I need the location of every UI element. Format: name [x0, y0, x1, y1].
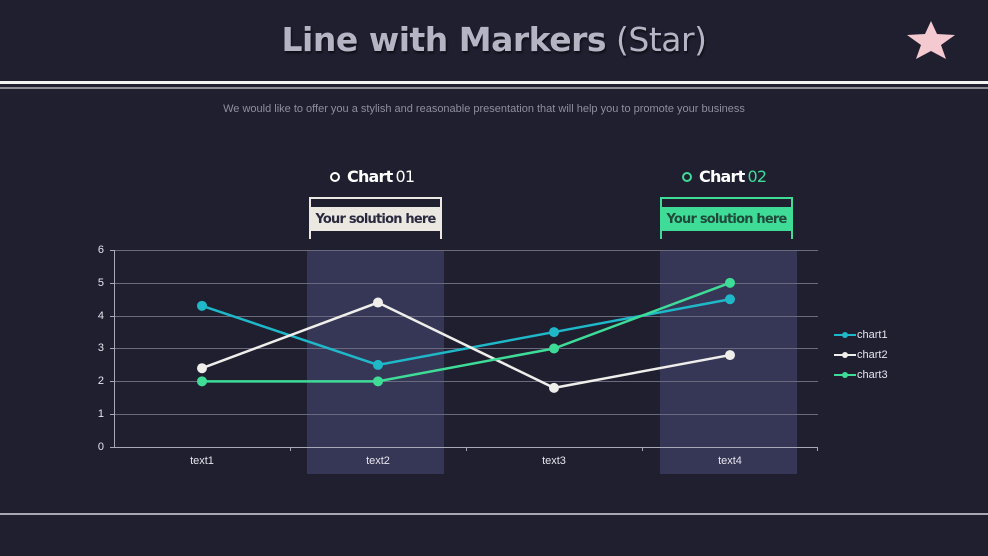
- chart02-bracket: Your solution here: [660, 197, 793, 239]
- chart01-bracket: Your solution here: [309, 197, 442, 239]
- legend-label: chart3: [857, 369, 888, 381]
- header-divider-bottom: [0, 87, 988, 89]
- data-point-marker: [197, 363, 207, 374]
- chart02-label: Chart: [699, 167, 745, 186]
- chart02-solution-box: Your solution here: [662, 207, 791, 231]
- chart01-heading: Chart 01: [330, 167, 415, 186]
- data-point-marker: [549, 343, 559, 354]
- highlight-band-text4: [660, 251, 797, 474]
- data-point-marker: [197, 376, 207, 387]
- title-light: (Star): [616, 20, 707, 59]
- title-bold: Line with Markers: [281, 20, 607, 59]
- series-chart2: [197, 297, 735, 393]
- x-tick: text1: [190, 455, 214, 467]
- legend-item-chart1: chart1: [834, 329, 888, 341]
- series-chart3: [197, 277, 735, 387]
- y-tick: 6: [97, 244, 104, 256]
- ring-icon: [682, 171, 692, 182]
- subtitle: We would like to offer you a stylish and…: [223, 103, 745, 115]
- y-tick: 5: [97, 277, 104, 289]
- legend-marker-icon: [834, 352, 856, 358]
- ring-icon: [330, 171, 340, 182]
- star-icon: [907, 21, 955, 59]
- data-point-marker: [725, 277, 735, 288]
- legend-label: chart2: [857, 349, 888, 361]
- x-tick: text2: [366, 455, 390, 467]
- y-tick: 3: [97, 342, 104, 354]
- gridlines: [114, 250, 818, 415]
- data-point-marker: [725, 350, 735, 361]
- data-point-marker: [373, 297, 383, 308]
- legend-item-chart2: chart2: [834, 349, 888, 361]
- legend-marker-icon: [834, 372, 856, 378]
- chart02-number: 02: [747, 167, 767, 186]
- legend-item-chart3: chart3: [834, 369, 888, 381]
- legend-label: chart1: [857, 329, 888, 341]
- axes: [110, 250, 818, 451]
- y-tick: 0: [97, 441, 104, 453]
- data-point-marker: [197, 300, 207, 311]
- chart01-solution-box: Your solution here: [311, 207, 440, 231]
- legend-marker-icon: [834, 332, 856, 338]
- page-title: Line with Markers (Star): [0, 20, 988, 59]
- chart02-heading: Chart 02: [682, 167, 767, 186]
- x-tick: text3: [542, 455, 566, 467]
- footer-divider: [0, 513, 988, 515]
- series-chart1: [197, 294, 735, 370]
- data-point-marker: [373, 376, 383, 387]
- y-tick: 2: [97, 375, 104, 387]
- y-tick: 1: [97, 408, 104, 420]
- header-divider-top: [0, 81, 988, 84]
- y-tick: 4: [97, 310, 104, 322]
- x-tick: text4: [718, 455, 742, 467]
- chart01-number: 01: [395, 167, 415, 186]
- data-point-marker: [725, 294, 735, 305]
- chart01-label: Chart: [347, 167, 393, 186]
- data-point-marker: [373, 359, 383, 370]
- data-point-marker: [549, 327, 559, 338]
- data-point-marker: [549, 382, 559, 393]
